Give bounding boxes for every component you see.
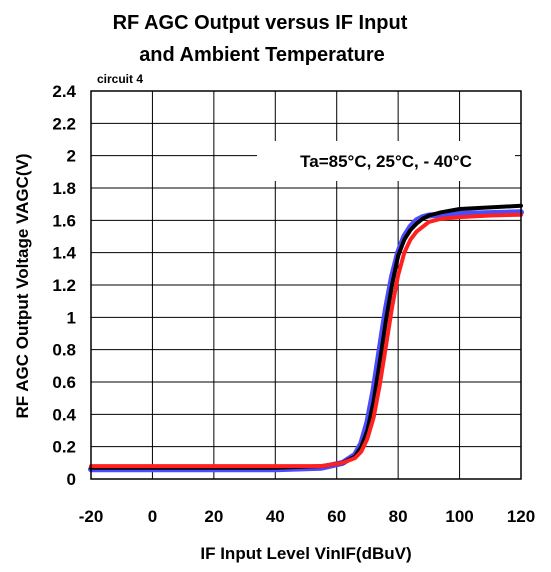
y-tick-label: 1.6 xyxy=(52,211,76,230)
plot-frame xyxy=(90,90,522,480)
series-layer xyxy=(88,203,524,473)
x-tick-labels: -20 0 20 40 60 80 100 120 xyxy=(79,507,535,526)
x-tick-label: 40 xyxy=(266,507,285,526)
x-tick-label: -20 xyxy=(79,507,104,526)
y-tick-label: 2.2 xyxy=(52,114,76,133)
x-tick-label: 0 xyxy=(148,507,157,526)
y-tick-label: 0.6 xyxy=(52,373,76,392)
y-tick-label: 0 xyxy=(67,470,76,489)
x-tick-label: 60 xyxy=(327,507,346,526)
y-tick-label: 1.4 xyxy=(52,244,76,263)
y-tick-label: 0.8 xyxy=(52,341,76,360)
x-axis-label: IF Input Level VinIF(dBuV) xyxy=(200,544,411,563)
x-tick-label: 100 xyxy=(445,507,473,526)
annotation-temperatures: Ta=85°C, 25°C, - 40°C xyxy=(300,152,472,171)
y-tick-label: 0.2 xyxy=(52,438,76,457)
chart-title-line1: RF AGC Output versus IF Input xyxy=(113,12,408,34)
y-tick-label: 2.4 xyxy=(52,82,76,101)
y-tick-label: 0.4 xyxy=(52,405,76,424)
series-line-2 xyxy=(89,212,523,469)
x-tick-label: 120 xyxy=(507,507,535,526)
y-tick-label: 1.2 xyxy=(52,276,76,295)
series-line-1 xyxy=(89,203,523,470)
y-tick-label: 1.8 xyxy=(52,179,76,198)
x-tick-label: 20 xyxy=(204,507,223,526)
series-line-0 xyxy=(88,209,524,473)
x-tick-label: 80 xyxy=(389,507,408,526)
y-tick-label: 2 xyxy=(67,147,76,166)
y-tick-label: 1 xyxy=(67,308,76,327)
y-axis-label: RF AGC Output Voltage VAGC(V) xyxy=(13,153,32,418)
chart-subtitle: circuit 4 xyxy=(97,72,143,86)
y-tick-labels: 0 0.2 0.4 0.6 0.8 1 1.2 1.4 1.6 1.8 2 2.2 2.4 xyxy=(52,82,76,489)
annotation-box xyxy=(257,141,515,181)
chart-title-line2: and Ambient Temperature xyxy=(139,44,385,66)
